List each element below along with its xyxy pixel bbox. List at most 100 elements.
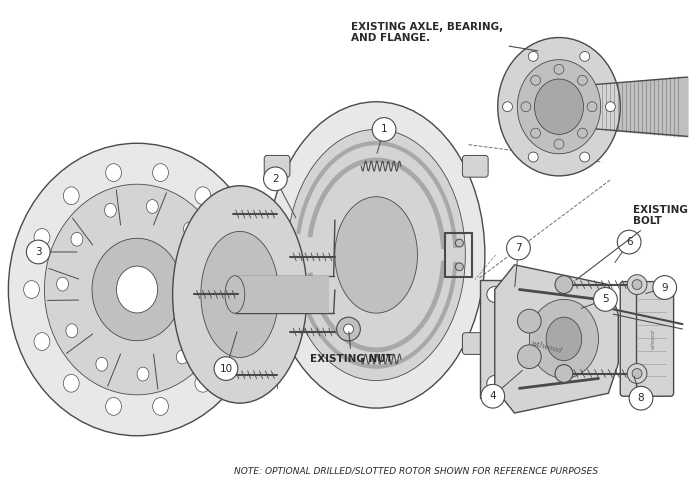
- Polygon shape: [480, 280, 559, 398]
- Circle shape: [531, 128, 540, 138]
- Ellipse shape: [267, 102, 485, 408]
- Ellipse shape: [71, 232, 83, 246]
- Text: wilwood: wilwood: [530, 339, 563, 355]
- Circle shape: [594, 287, 617, 311]
- Ellipse shape: [224, 229, 240, 247]
- Ellipse shape: [535, 79, 584, 134]
- Ellipse shape: [517, 60, 601, 154]
- FancyBboxPatch shape: [463, 155, 488, 177]
- Circle shape: [481, 384, 505, 408]
- Ellipse shape: [546, 317, 582, 361]
- Circle shape: [555, 276, 573, 293]
- Circle shape: [580, 51, 589, 61]
- Circle shape: [554, 64, 564, 74]
- Text: 5: 5: [602, 294, 609, 304]
- Circle shape: [578, 75, 587, 85]
- Ellipse shape: [146, 200, 158, 214]
- FancyBboxPatch shape: [235, 276, 329, 313]
- Circle shape: [587, 102, 597, 112]
- FancyBboxPatch shape: [264, 155, 290, 177]
- Text: EXISTING NUT: EXISTING NUT: [310, 332, 393, 364]
- Circle shape: [503, 102, 512, 112]
- Text: 7: 7: [515, 243, 522, 253]
- Circle shape: [27, 240, 50, 264]
- Text: 10: 10: [219, 364, 232, 374]
- Ellipse shape: [44, 184, 230, 395]
- Ellipse shape: [529, 299, 598, 378]
- Text: 9: 9: [662, 282, 668, 292]
- Ellipse shape: [64, 187, 79, 205]
- Ellipse shape: [176, 350, 188, 364]
- Ellipse shape: [104, 203, 116, 217]
- Text: wilwood: wilwood: [650, 329, 655, 349]
- Circle shape: [627, 364, 647, 383]
- Circle shape: [555, 365, 573, 382]
- Ellipse shape: [195, 374, 211, 392]
- Ellipse shape: [24, 280, 39, 298]
- Circle shape: [528, 51, 538, 61]
- Circle shape: [456, 263, 463, 271]
- Ellipse shape: [287, 129, 466, 380]
- Ellipse shape: [498, 37, 620, 176]
- Ellipse shape: [34, 229, 50, 247]
- Ellipse shape: [96, 358, 108, 371]
- Circle shape: [263, 167, 287, 191]
- Ellipse shape: [204, 264, 216, 278]
- Circle shape: [456, 239, 463, 247]
- Ellipse shape: [234, 280, 251, 298]
- Ellipse shape: [116, 266, 158, 313]
- Ellipse shape: [8, 143, 266, 436]
- FancyBboxPatch shape: [620, 281, 673, 396]
- Ellipse shape: [106, 164, 122, 181]
- Circle shape: [632, 280, 642, 289]
- Text: 8: 8: [638, 393, 644, 403]
- Circle shape: [372, 118, 396, 141]
- FancyBboxPatch shape: [463, 333, 488, 355]
- Circle shape: [629, 386, 653, 410]
- Circle shape: [627, 275, 647, 294]
- Circle shape: [487, 286, 503, 302]
- Ellipse shape: [173, 186, 307, 403]
- Circle shape: [344, 324, 354, 334]
- Text: NOTE: OPTIONAL DRILLED/SLOTTED ROTOR SHOWN FOR REFERENCE PURPOSES: NOTE: OPTIONAL DRILLED/SLOTTED ROTOR SHO…: [234, 466, 598, 475]
- Ellipse shape: [106, 397, 122, 415]
- Ellipse shape: [202, 312, 213, 325]
- Polygon shape: [495, 265, 618, 413]
- Text: 3: 3: [35, 247, 41, 257]
- Ellipse shape: [225, 276, 245, 313]
- Circle shape: [487, 375, 503, 391]
- Ellipse shape: [137, 367, 149, 381]
- Circle shape: [653, 276, 677, 299]
- Ellipse shape: [335, 197, 417, 313]
- Text: 2: 2: [272, 174, 279, 184]
- Ellipse shape: [153, 164, 169, 181]
- Ellipse shape: [195, 187, 211, 205]
- Circle shape: [214, 357, 238, 380]
- Ellipse shape: [64, 374, 79, 392]
- Ellipse shape: [153, 397, 169, 415]
- Circle shape: [554, 139, 564, 149]
- FancyBboxPatch shape: [264, 333, 290, 355]
- Text: 6: 6: [626, 237, 633, 247]
- Ellipse shape: [92, 239, 182, 341]
- Text: 4: 4: [489, 391, 496, 401]
- Ellipse shape: [224, 333, 240, 351]
- Text: EXISTING AXLE, BEARING,
AND FLANGE.: EXISTING AXLE, BEARING, AND FLANGE.: [351, 22, 538, 51]
- Circle shape: [531, 75, 540, 85]
- Circle shape: [580, 152, 589, 162]
- Circle shape: [606, 102, 615, 112]
- Circle shape: [337, 317, 360, 341]
- Circle shape: [521, 102, 531, 112]
- Ellipse shape: [66, 324, 78, 338]
- Circle shape: [517, 309, 541, 333]
- Ellipse shape: [34, 333, 50, 351]
- Circle shape: [528, 152, 538, 162]
- Ellipse shape: [57, 277, 69, 291]
- Circle shape: [617, 230, 641, 254]
- Circle shape: [517, 345, 541, 369]
- Circle shape: [578, 128, 587, 138]
- Text: EXISTING
BOLT: EXISTING BOLT: [576, 205, 688, 280]
- Text: 1: 1: [381, 124, 387, 134]
- Ellipse shape: [201, 232, 279, 358]
- Circle shape: [632, 369, 642, 378]
